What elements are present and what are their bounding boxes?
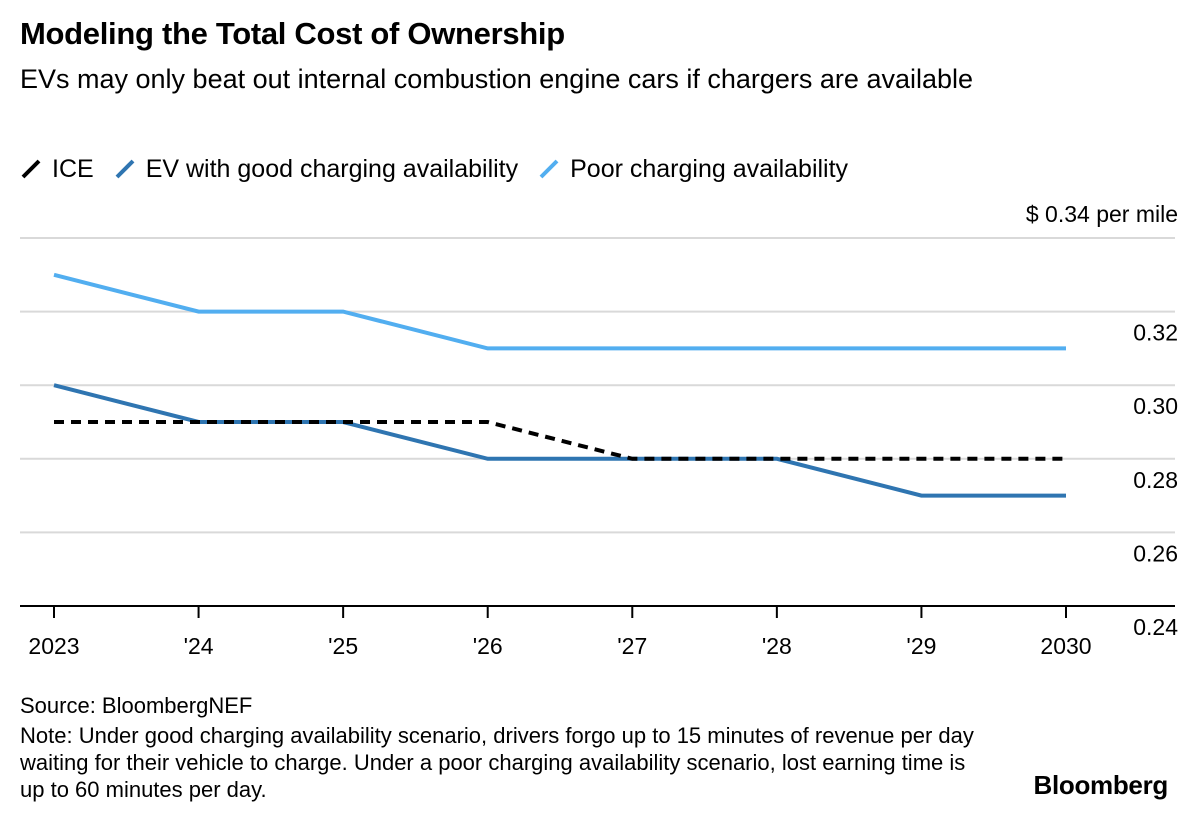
y-tick-label: 0.26 <box>1133 540 1178 566</box>
y-tick-label: 0.30 <box>1133 393 1178 419</box>
x-tick-label: '25 <box>328 633 358 659</box>
legend-label-ev-good: EV with good charging availability <box>145 154 519 183</box>
y-axis-unit-label: $ 0.34 per mile <box>1026 201 1178 227</box>
x-tick-label: 2023 <box>28 633 79 659</box>
x-tick-label: '28 <box>762 633 792 659</box>
bloomberg-logo: Bloomberg <box>1033 770 1168 800</box>
legend-label-poor-charging: Poor charging availability <box>570 154 849 183</box>
chart-title: Modeling the Total Cost of Ownership <box>20 16 565 51</box>
footnote: Note: Under good charging availability s… <box>20 723 974 802</box>
x-tick-label: '27 <box>617 633 647 659</box>
legend-item-ev-good: EV with good charging availability <box>114 155 518 184</box>
legend-item-ice: ICE <box>20 155 94 184</box>
legend-swatch-poor-charging <box>539 159 559 179</box>
x-tick-label: '24 <box>184 633 214 659</box>
x-tick-label: '29 <box>906 633 936 659</box>
legend-item-poor-charging: Poor charging availability <box>538 155 848 184</box>
series-line-ev-with-good-charging-availability <box>53 383 1066 498</box>
line-chart: $ 0.34 per mile 0.24 0.26 0.28 0.30 0.32 2023 '… <box>20 201 1178 659</box>
x-tick-label: 2030 <box>1040 633 1091 659</box>
legend: ICE EV with good charging availability P… <box>20 152 868 186</box>
source-note: Source: BloombergNEF <box>20 693 253 718</box>
x-tick-label: '26 <box>473 633 503 659</box>
legend-swatch-ice <box>21 159 41 179</box>
legend-swatch-ev-good <box>115 159 135 179</box>
chart-subtitle: EVs may only beat out internal combustio… <box>20 64 974 94</box>
series-line-ice <box>54 420 1066 461</box>
y-tick-label: 0.28 <box>1133 467 1178 493</box>
series-line-poor-charging-availability <box>53 272 1066 351</box>
y-tick-label: 0.32 <box>1133 320 1178 346</box>
legend-label-ice: ICE <box>52 154 94 183</box>
y-tick-label: 0.24 <box>1133 614 1178 640</box>
